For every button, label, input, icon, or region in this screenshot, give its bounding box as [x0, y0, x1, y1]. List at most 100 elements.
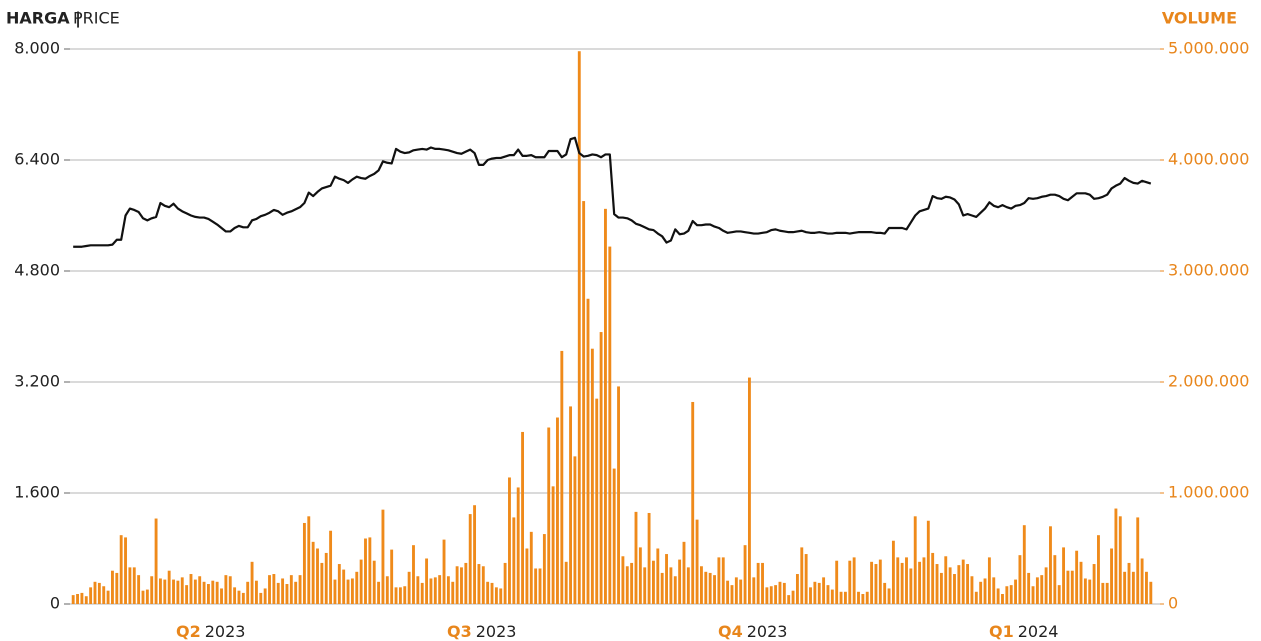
volume-bar: [791, 590, 795, 604]
year: 2023: [205, 622, 246, 641]
volume-bar: [442, 539, 446, 604]
volume-bar: [865, 591, 869, 604]
volume-bar: [254, 580, 258, 604]
volume-bar: [377, 581, 381, 604]
volume-bar: [909, 568, 913, 604]
volume-bar: [333, 579, 337, 604]
volume-bar: [848, 560, 852, 604]
volume-bar: [486, 581, 490, 604]
volume-bar: [857, 591, 860, 604]
volume-bar: [477, 564, 481, 604]
volume-bar: [961, 559, 965, 604]
volume-bar: [966, 564, 970, 604]
volume-bar: [669, 567, 673, 604]
volume-bar: [1105, 582, 1109, 604]
volume-bar: [167, 570, 171, 604]
volume-bar: [220, 588, 223, 604]
volume-bar: [172, 579, 175, 604]
volume-bar: [887, 588, 891, 604]
volume-bar: [503, 562, 507, 604]
volume-bar: [918, 561, 922, 604]
volume-bar: [538, 568, 542, 604]
volume-bar: [420, 582, 424, 604]
volume-bar: [407, 571, 411, 604]
volume-bar: [891, 540, 895, 604]
volume-bar: [970, 576, 974, 604]
volume-bar: [416, 576, 420, 604]
volume-bar: [529, 531, 533, 604]
volume-bar: [1110, 548, 1113, 604]
volume-bar: [1049, 526, 1052, 604]
volume-bar: [464, 562, 468, 604]
volume-bar: [905, 557, 908, 604]
volume-bar: [673, 576, 677, 604]
volume-bar: [1014, 579, 1018, 604]
volume-bar: [1140, 558, 1144, 604]
quarter-label: Q3 2023: [447, 622, 516, 641]
volume-bar: [704, 571, 708, 604]
volume-bar: [913, 516, 917, 604]
volume-bar: [398, 587, 402, 604]
volume-bar: [1035, 577, 1039, 604]
volume-bar: [394, 587, 398, 604]
volume-bar: [429, 578, 433, 604]
y-tick-label: 4.800: [14, 261, 60, 280]
volume-bar: [473, 505, 477, 604]
volume-bar: [368, 537, 372, 604]
volume-bar: [206, 584, 210, 604]
volume-bar: [185, 585, 189, 604]
volume-bar: [717, 557, 721, 604]
volume-bar: [1079, 561, 1083, 604]
volume-bar: [612, 468, 616, 604]
quarter-label: Q1 2024: [989, 622, 1058, 641]
volume-bar: [211, 580, 215, 604]
y2-tick-label: 0: [1168, 594, 1178, 613]
quarter-label: Q2 2023: [176, 622, 245, 641]
volume-bar: [1097, 535, 1100, 604]
volume-bar: [830, 589, 834, 604]
volume-bar: [608, 246, 612, 604]
volume-bar: [1101, 582, 1105, 604]
volume-bar: [625, 566, 629, 604]
volume-bar: [1057, 585, 1061, 604]
y-tick-label: 6.400: [14, 150, 60, 169]
volume-bar: [1001, 594, 1004, 604]
volume-bar: [71, 595, 75, 604]
volume-bar: [1131, 571, 1135, 604]
volume-bar: [128, 567, 132, 604]
volume-bar: [233, 587, 237, 604]
volume-bar: [246, 581, 250, 604]
volume-bar: [76, 594, 79, 604]
volume-bar: [163, 579, 167, 604]
volume-bar: [569, 406, 572, 604]
volume-bar: [900, 562, 904, 604]
volume-bar: [202, 581, 206, 604]
volume-bar: [560, 350, 564, 604]
y2-tick-label: 1.000.000: [1168, 483, 1249, 502]
volume-bar: [1149, 581, 1153, 604]
volume-bar: [590, 348, 594, 604]
volume-bar: [80, 592, 84, 604]
volume-bar: [289, 575, 293, 604]
volume-bar: [634, 511, 638, 604]
volume-bar: [665, 554, 668, 604]
volume-bar: [268, 575, 271, 604]
volume-bar: [294, 581, 298, 604]
volume-bar: [180, 577, 184, 604]
volume-bar: [499, 588, 503, 604]
volume-bar: [734, 577, 738, 604]
volume-bar: [699, 566, 703, 604]
volume-bar: [460, 567, 463, 604]
volume-bar: [809, 587, 812, 604]
volume-bar: [1062, 547, 1066, 604]
volume-bar: [926, 520, 930, 604]
volume-bar: [276, 582, 280, 604]
volume-bar: [1075, 550, 1079, 604]
volume-bar: [852, 557, 856, 604]
quarter: Q3: [447, 622, 472, 641]
volume-bar: [158, 578, 162, 604]
volume-bar: [263, 588, 267, 604]
volume-bar: [320, 562, 324, 604]
volume-bar: [730, 585, 734, 604]
